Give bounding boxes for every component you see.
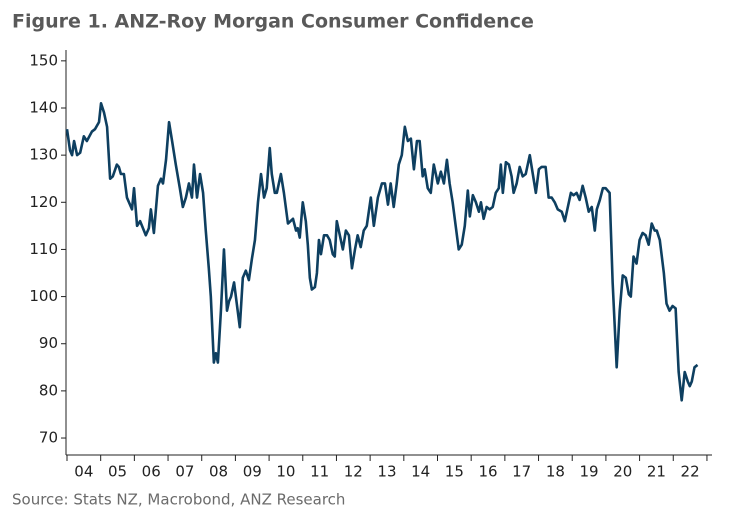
y-tick-label: 70	[39, 429, 58, 447]
x-tick-label: 21	[647, 463, 666, 481]
y-tick-label: 120	[29, 193, 58, 211]
x-tick-label: 20	[613, 463, 632, 481]
x-tick-label: 18	[546, 463, 565, 481]
x-tick-label: 15	[445, 463, 464, 481]
x-tick-label: 13	[377, 463, 396, 481]
x-tick-label: 06	[142, 463, 161, 481]
x-tick-label: 08	[209, 463, 228, 481]
x-tick-label: 09	[243, 463, 262, 481]
y-tick-label: 80	[39, 381, 58, 399]
x-tick-label: 14	[411, 463, 430, 481]
x-tick-label: 17	[512, 463, 531, 481]
y-tick-label: 150	[29, 51, 58, 69]
x-tick-label: 19	[580, 463, 599, 481]
x-tick-label: 05	[108, 463, 127, 481]
chart-title: Figure 1. ANZ-Roy Morgan Consumer Confid…	[12, 11, 534, 33]
x-tick-label: 04	[74, 463, 93, 481]
x-tick-label: 12	[344, 463, 363, 481]
y-tick-label: 110	[29, 240, 58, 258]
y-tick-label: 130	[29, 146, 58, 164]
y-tick-label: 100	[29, 287, 58, 305]
x-tick-label: 10	[276, 463, 295, 481]
data-line	[65, 101, 699, 402]
x-tick-label: 07	[175, 463, 194, 481]
x-tick-label: 16	[478, 463, 497, 481]
y-tick-label: 140	[29, 98, 58, 116]
x-tick-label: 22	[681, 463, 700, 481]
y-tick-label: 90	[39, 334, 58, 352]
source-note: Source: Stats NZ, Macrobond, ANZ Researc…	[12, 491, 345, 509]
x-tick-label: 11	[310, 463, 329, 481]
